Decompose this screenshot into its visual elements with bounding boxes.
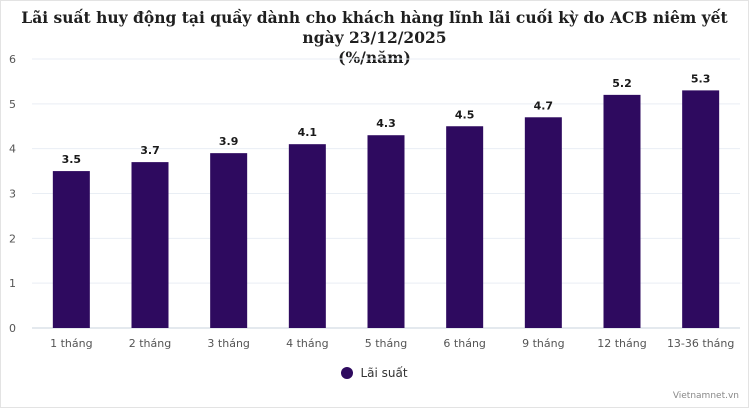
x-axis-ticks: 1 tháng 2 tháng 3 tháng 4 tháng 5 tháng 6 thá… bbox=[50, 337, 734, 350]
bar[interactable] bbox=[603, 94, 641, 328]
legend[interactable]: Lãi suất bbox=[0, 366, 749, 380]
x-tick-label: 9 tháng bbox=[522, 337, 564, 350]
data-label: 4.7 bbox=[534, 99, 554, 112]
bar[interactable] bbox=[524, 117, 562, 329]
chart-subtitle: (%/năm) bbox=[338, 48, 411, 67]
x-tick-label: 13-36 tháng bbox=[667, 337, 734, 350]
y-tick-label: 4 bbox=[9, 143, 16, 156]
legend-marker bbox=[341, 367, 354, 379]
bar[interactable] bbox=[210, 153, 248, 328]
data-label: 3.5 bbox=[62, 153, 82, 166]
data-label: 3.9 bbox=[219, 135, 239, 148]
chart-title-block: Lãi suất huy động tại quầy dành cho khác… bbox=[0, 8, 749, 68]
y-tick-label: 3 bbox=[9, 188, 16, 201]
bar[interactable] bbox=[131, 162, 169, 328]
data-label: 5.2 bbox=[612, 77, 632, 90]
x-tick-label: 5 tháng bbox=[365, 337, 407, 350]
x-tick-label: 2 tháng bbox=[129, 337, 171, 350]
bar[interactable] bbox=[52, 171, 90, 328]
y-axis-ticks: 0 1 2 3 4 5 6 bbox=[9, 53, 16, 335]
data-label: 5.3 bbox=[691, 72, 711, 85]
y-tick-label: 5 bbox=[9, 98, 16, 111]
chart-title: Lãi suất huy động tại quầy dành cho khác… bbox=[21, 8, 728, 47]
data-label: 3.7 bbox=[140, 144, 160, 157]
data-label: 4.1 bbox=[298, 126, 318, 139]
source-credit: Vietnamnet.vn bbox=[672, 391, 739, 401]
y-tick-label: 0 bbox=[9, 322, 16, 335]
data-label: 4.5 bbox=[455, 108, 475, 121]
data-labels: 3.5 3.7 3.9 4.1 4.3 4.5 4.7 5.2 5.3 bbox=[62, 72, 711, 166]
bar[interactable] bbox=[288, 144, 326, 328]
bar[interactable] bbox=[367, 135, 405, 328]
x-tick-label: 12 tháng bbox=[597, 337, 646, 350]
y-tick-label: 2 bbox=[9, 232, 16, 245]
x-tick-label: 4 tháng bbox=[286, 337, 328, 350]
bar[interactable] bbox=[682, 90, 720, 328]
data-label: 4.3 bbox=[376, 117, 396, 130]
x-tick-label: 3 tháng bbox=[207, 337, 249, 350]
x-tick-label: 1 tháng bbox=[50, 337, 92, 350]
bar[interactable] bbox=[446, 126, 484, 328]
x-tick-label: 6 tháng bbox=[443, 337, 485, 350]
bars bbox=[52, 90, 720, 329]
y-tick-label: 6 bbox=[9, 53, 16, 66]
legend-label: Lãi suất bbox=[360, 366, 408, 380]
y-tick-label: 1 bbox=[9, 277, 16, 290]
